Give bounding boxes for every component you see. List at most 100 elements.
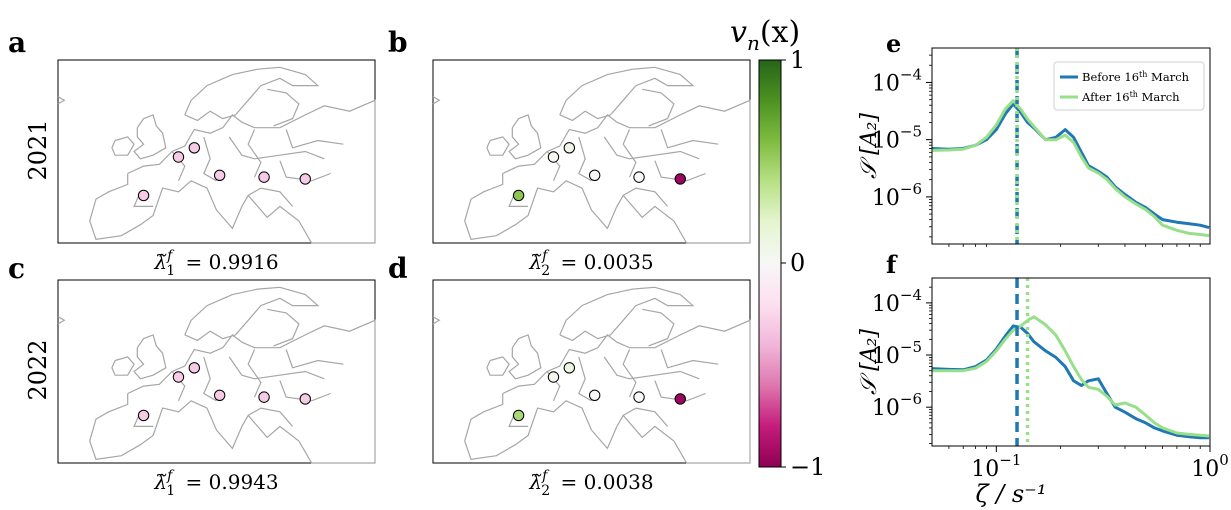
map-node-de bbox=[213, 169, 226, 181]
map-panel-b: λ̃f 2 = 0.0035 bbox=[432, 59, 751, 279]
map-node-ro bbox=[674, 173, 686, 185]
map-border-line bbox=[184, 286, 320, 342]
spectrum-panel-f: 10−6 10−5 10−4 10−1 100 𝒮 [A₂] ζ / s⁻¹ bbox=[857, 277, 1229, 508]
europe-outline bbox=[57, 286, 376, 464]
map-frame bbox=[57, 59, 376, 244]
map-border-line bbox=[603, 356, 700, 380]
map-border-line bbox=[603, 136, 700, 160]
map-border-line bbox=[432, 316, 441, 325]
y-axis-label: 𝒮 [A₂] bbox=[857, 329, 882, 395]
map-border-line bbox=[559, 66, 695, 122]
map-node-be bbox=[547, 151, 560, 163]
map-border-line bbox=[89, 99, 376, 244]
map-border-line bbox=[203, 136, 217, 182]
axes-frame bbox=[931, 47, 1211, 245]
map-border-line bbox=[57, 316, 66, 325]
panel-letter-f: f bbox=[886, 250, 898, 279]
series-line-after bbox=[932, 315, 1210, 438]
map-border-line bbox=[622, 187, 669, 207]
eigenvalue-caption-a: λ̃f 1 = 0.9916 bbox=[153, 248, 278, 279]
map-border-line bbox=[660, 129, 719, 149]
map-node-at bbox=[633, 171, 645, 183]
map-border-line bbox=[464, 319, 751, 464]
map-node-at bbox=[633, 391, 645, 403]
y-tick-label: 10−4 bbox=[872, 286, 922, 317]
row-label-2022: 2022 bbox=[24, 339, 52, 400]
colorbar-gradient bbox=[758, 59, 782, 468]
map-border-line bbox=[622, 407, 669, 427]
map-node-de bbox=[213, 389, 226, 401]
map-border-line bbox=[464, 99, 751, 244]
panel-letter-a: a bbox=[8, 26, 26, 59]
map-frame bbox=[57, 279, 376, 464]
y-tick-label: 10−5 bbox=[872, 338, 922, 369]
legend: Before 16th March After 16th March bbox=[1053, 61, 1205, 111]
map-frame bbox=[432, 59, 751, 244]
y-tick-label: 10−6 bbox=[872, 390, 922, 421]
map-node-es bbox=[137, 189, 150, 202]
map-border-line bbox=[133, 114, 167, 160]
map-border-line bbox=[111, 356, 135, 376]
map-node-nl bbox=[188, 362, 201, 374]
eigenvalue-caption-d: λ̃f 2 = 0.0038 bbox=[528, 468, 653, 499]
map-border-line bbox=[654, 160, 706, 182]
panel-letter-c: c bbox=[8, 252, 25, 285]
y-tick-label: 10−4 bbox=[872, 65, 922, 96]
spectra-panels: 10−6 10−5 10−4 𝒮 [A₂] Before 16th March After… bbox=[857, 47, 1229, 508]
map-border-line bbox=[267, 308, 300, 347]
map-border-line bbox=[285, 129, 344, 149]
spectrum-panel-e: 10−6 10−5 10−4 𝒮 [A₂] Before 16th March After… bbox=[857, 47, 1211, 247]
map-border-line bbox=[228, 356, 325, 380]
series-line-after bbox=[932, 99, 1210, 238]
map-border-line bbox=[89, 319, 376, 464]
series-line-before bbox=[932, 324, 1210, 440]
map-panel-a: λ̃f 1 = 0.9916 bbox=[57, 59, 376, 279]
legend-label: After 16th March bbox=[1081, 90, 1180, 104]
map-node-at bbox=[258, 391, 270, 403]
map-border-line bbox=[279, 160, 331, 182]
legend-box bbox=[1053, 61, 1205, 111]
colorbar-title: vn(x) bbox=[730, 15, 800, 55]
map-border-line bbox=[660, 349, 719, 369]
map-node-be bbox=[547, 371, 560, 383]
map-node-es bbox=[512, 189, 525, 202]
map-border-line bbox=[642, 308, 675, 347]
map-node-ro bbox=[674, 393, 686, 405]
panel-letter-d: d bbox=[388, 252, 408, 285]
series-line-before bbox=[932, 102, 1210, 230]
map-border-line bbox=[578, 356, 592, 402]
map-border-line bbox=[111, 136, 135, 156]
map-border-line bbox=[279, 380, 331, 402]
europe-outline bbox=[432, 66, 751, 244]
map-border-line bbox=[247, 187, 294, 207]
map-node-es bbox=[512, 409, 525, 422]
map-border-line bbox=[559, 286, 695, 342]
map-node-nl bbox=[563, 142, 576, 154]
map-node-es bbox=[137, 409, 150, 422]
map-node-be bbox=[172, 371, 185, 383]
row-label-2021: 2021 bbox=[24, 119, 52, 180]
map-border-line bbox=[133, 334, 167, 380]
map-panels: λ̃f 1 = 0.9916 λ̃f 2 = 0.0035 λ̃f 1 = 0.9943 λ… bbox=[57, 59, 751, 499]
map-border-line bbox=[578, 136, 592, 182]
europe-outline bbox=[57, 66, 376, 244]
map-border-line bbox=[247, 129, 262, 178]
map-border-line bbox=[285, 349, 344, 369]
map-node-ro bbox=[299, 173, 311, 185]
panel-letter-e: e bbox=[886, 29, 901, 58]
map-node-de bbox=[588, 389, 601, 401]
map-panel-d: λ̃f 2 = 0.0038 bbox=[432, 279, 751, 499]
map-panel-c: λ̃f 1 = 0.9943 bbox=[57, 279, 376, 499]
map-border-line bbox=[247, 349, 262, 398]
map-border-line bbox=[432, 96, 441, 105]
panel-letter-b: b bbox=[388, 26, 408, 59]
map-border-line bbox=[642, 88, 675, 127]
colorbar-tick-zero: 0 bbox=[790, 249, 805, 277]
colorbar-tick-max: 1 bbox=[790, 46, 805, 74]
eigenvalue-caption-c: λ̃f 1 = 0.9943 bbox=[153, 468, 278, 499]
y-tick-label: 10−6 bbox=[872, 180, 922, 211]
map-border-line bbox=[486, 136, 510, 156]
map-node-nl bbox=[563, 362, 576, 374]
x-axis-label: ζ / s⁻¹ bbox=[976, 480, 1047, 508]
